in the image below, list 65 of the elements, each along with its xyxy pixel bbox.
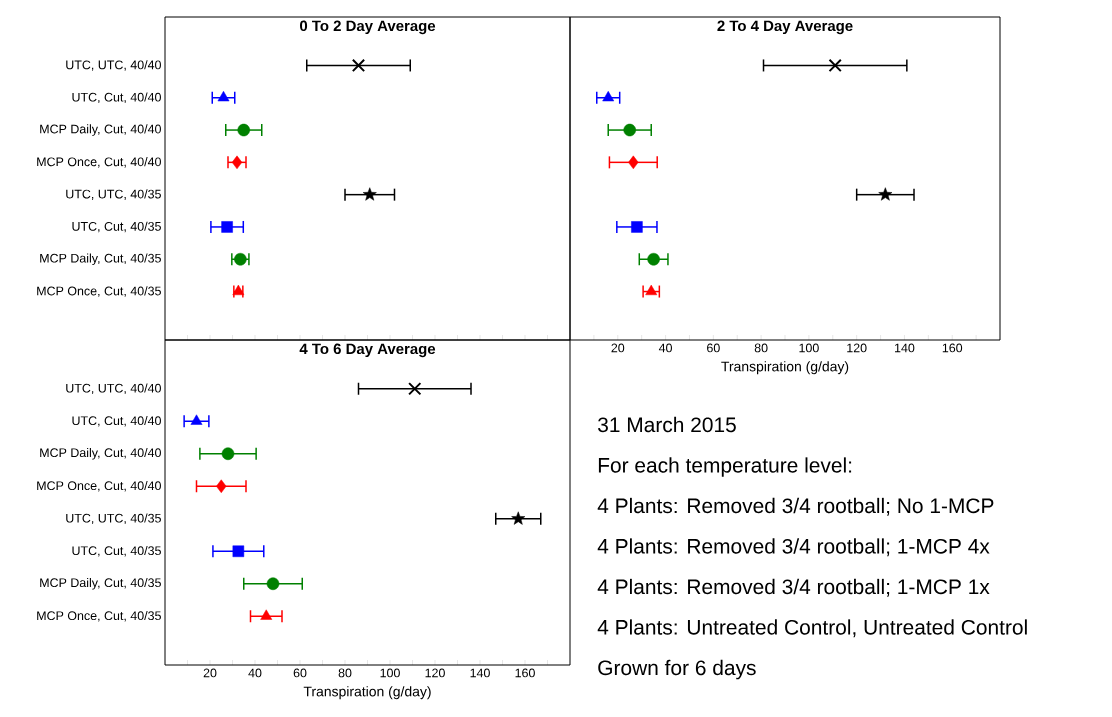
point <box>511 511 526 525</box>
x-tick-label: 40 <box>248 668 262 678</box>
point <box>647 253 660 266</box>
point <box>221 221 233 233</box>
y-tick-label: MCP Once, Cut, 40/35 <box>37 610 161 622</box>
x-tick-label: 100 <box>380 668 400 678</box>
x-tick-label: 140 <box>470 668 490 678</box>
point <box>216 479 227 493</box>
point <box>217 91 230 102</box>
x-axis-title: Transpiration (g/day) <box>721 361 849 375</box>
point <box>828 58 842 73</box>
x-axis-title: Transpiration (g/day) <box>303 686 431 700</box>
y-tick-label: UTC, Cut, 40/35 <box>72 221 161 233</box>
x-tick-label: 20 <box>203 668 217 678</box>
x-tick-label: 160 <box>942 343 963 353</box>
point <box>221 447 235 460</box>
y-tick-label: MCP Daily, Cut, 40/35 <box>40 253 161 266</box>
x-tick-label: 80 <box>338 668 352 678</box>
y-tick-label: MCP Once, Cut, 40/40 <box>37 157 161 168</box>
y-tick-label: UTC, Cut, 40/35 <box>72 545 161 557</box>
text: 31 March 2015 <box>598 416 736 433</box>
x-tick-label: 20 <box>611 343 625 353</box>
point <box>631 221 643 233</box>
point <box>351 58 366 73</box>
x-tick-label: 160 <box>515 668 535 678</box>
point <box>408 382 422 396</box>
x-tick-label: 140 <box>895 343 915 353</box>
chart-title: 0 To 2 Day Average <box>299 20 436 35</box>
y-tick-label: UTC, UTC, 40/35 <box>66 513 161 525</box>
text: 4 Plants: Removed 3/4 rootball; No 1-MCP <box>597 497 994 516</box>
x-tick-label: 40 <box>658 343 672 353</box>
point <box>190 414 203 425</box>
y-tick-label: MCP Once, Cut, 40/35 <box>37 286 161 297</box>
y-tick-label: MCP Daily, Cut, 40/40 <box>40 447 161 460</box>
point <box>231 155 243 170</box>
x-tick-label: 120 <box>425 668 445 678</box>
point <box>623 123 636 137</box>
y-tick-label: MCP Daily, Cut, 40/40 <box>40 124 161 136</box>
y-tick-label: MCP Daily, Cut, 40/35 <box>40 577 161 590</box>
point <box>232 545 245 557</box>
point <box>362 187 377 201</box>
x-tick-label: 100 <box>799 343 819 353</box>
text: Grown for 6 days <box>598 659 756 680</box>
text: 4 Plants: Removed 3/4 rootball; 1-MCP 4x <box>597 538 990 557</box>
chart-title: 4 To 6 Day Average <box>299 343 436 358</box>
text: 4 Plants: Removed 3/4 rootball; 1-MCP 1x <box>597 578 990 597</box>
x-tick-label: 80 <box>754 343 768 353</box>
text: For each temperature level: <box>598 457 852 477</box>
y-tick-label: UTC, UTC, 40/40 <box>66 60 161 71</box>
y-tick-label: UTC, UTC, 40/40 <box>66 383 161 395</box>
x-tick-label: 60 <box>707 343 720 353</box>
y-tick-label: UTC, Cut, 40/40 <box>72 92 161 104</box>
point <box>237 123 250 137</box>
text: 4 Plants: Untreated Control, Untreated Control <box>597 619 1027 638</box>
y-tick-label: MCP Once, Cut, 40/40 <box>37 480 161 492</box>
x-tick-label: 120 <box>847 343 867 353</box>
point <box>266 577 280 590</box>
point <box>260 609 273 620</box>
point <box>628 155 639 170</box>
x-tick-label: 60 <box>293 668 307 678</box>
chart-title: 2 To 4 Day Average <box>717 20 853 35</box>
y-tick-label: UTC, UTC, 40/35 <box>66 189 161 200</box>
y-tick-label: UTC, Cut, 40/40 <box>72 415 161 427</box>
point <box>602 91 615 102</box>
point <box>878 187 893 201</box>
